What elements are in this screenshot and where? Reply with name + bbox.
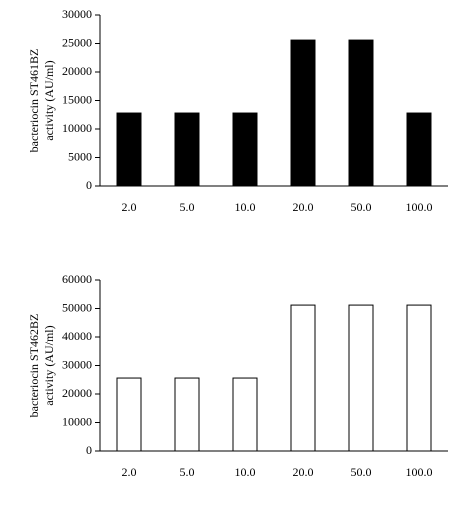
bar (174, 377, 200, 452)
y-tick-label: 0 (86, 178, 92, 192)
y-tick-label: 0 (86, 443, 92, 457)
y-tick-label: 20000 (62, 386, 92, 400)
x-tick-label: 10.0 (235, 200, 256, 214)
chart: 0 5000 10000 15000 20000 25000 30000 bacterioci… (27, 7, 448, 214)
y-tick-label: 30000 (62, 357, 92, 371)
x-tick-label: 100.0 (406, 465, 433, 479)
x-tick-label: 5.0 (180, 200, 195, 214)
x-tick-label: 50.0 (351, 200, 372, 214)
bar (348, 39, 374, 187)
chart: 0 10000 20000 30000 40000 50000 60000 bacterioc… (27, 272, 448, 479)
y-tick-label: 15000 (62, 92, 92, 106)
x-tick-label: 10.0 (235, 465, 256, 479)
bar (290, 39, 316, 187)
bar (290, 304, 316, 452)
y-axis-label: bacteriocin ST462BZ (27, 314, 41, 418)
y-axis-label: activity (AU/ml) (42, 325, 56, 405)
bar (406, 112, 432, 187)
y-tick-label: 30000 (62, 7, 92, 21)
y-tick-label: 20000 (62, 64, 92, 78)
y-tick-label: 25000 (62, 35, 92, 49)
y-axis-label: bacteriocin ST461BZ (27, 49, 41, 153)
bar (116, 112, 142, 187)
bar (232, 112, 258, 187)
y-tick-label: 60000 (62, 272, 92, 286)
y-tick-label: 50000 (62, 300, 92, 314)
bar (232, 377, 258, 452)
x-tick-label: 5.0 (180, 465, 195, 479)
y-axis-label: activity (AU/ml) (42, 60, 56, 140)
x-tick-label: 20.0 (293, 465, 314, 479)
x-tick-label: 2.0 (122, 200, 137, 214)
bar (406, 304, 432, 452)
bar (116, 377, 142, 452)
y-tick-label: 10000 (62, 414, 92, 428)
x-tick-label: 2.0 (122, 465, 137, 479)
bar (174, 112, 200, 187)
y-tick-label: 10000 (62, 121, 92, 135)
bar (348, 304, 374, 452)
y-tick-label: 5000 (68, 149, 92, 163)
x-tick-label: 100.0 (406, 200, 433, 214)
y-tick-label: 40000 (62, 329, 92, 343)
x-tick-label: 50.0 (351, 465, 372, 479)
x-tick-label: 20.0 (293, 200, 314, 214)
